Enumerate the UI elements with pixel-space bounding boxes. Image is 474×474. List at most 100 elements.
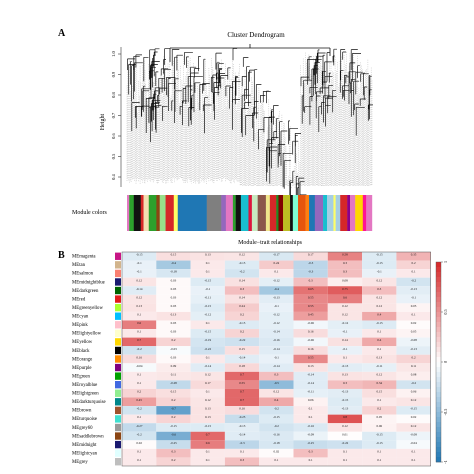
colorbar-tick-label: 0: [443, 361, 448, 363]
heatmap-cell: [122, 371, 157, 381]
heatmap-cell: [122, 311, 157, 321]
heatmap-cell: [224, 423, 260, 432]
heatmap-cell: [396, 397, 431, 407]
heatmap-cell-value: 0.2: [377, 407, 381, 411]
module-label: MEyellow: [72, 340, 93, 345]
heatmap-cell-value: -0.2: [137, 432, 142, 436]
heatmap-cell-value: 0.1: [343, 458, 347, 462]
heatmap-cell-value: 0.1: [274, 458, 278, 462]
module-label: MEred: [72, 297, 86, 302]
heatmap-cell-value: -0.17: [273, 253, 280, 257]
heatmap-cell-value: 0.12: [411, 424, 417, 428]
heatmap-cell-value: 0.2: [412, 355, 416, 359]
heatmap-cell-value: 0.1: [137, 449, 141, 453]
heatmap-cell: [190, 269, 225, 278]
heatmap-cell: [224, 397, 260, 407]
heatmap-cell: [396, 380, 431, 389]
module-label: MEsaddlebrown: [72, 434, 104, 439]
heatmap-cell: [122, 431, 157, 441]
heatmap-cell-value: -0.19: [204, 338, 211, 342]
heatmap-cell-value: 0.55: [308, 304, 314, 308]
heatmap-cell: [190, 311, 225, 321]
colorbar-step: [436, 287, 441, 293]
heatmap-cell-value: -0.22: [342, 441, 349, 445]
heatmap-cell-value: 0.18: [239, 364, 245, 368]
heatmap-cell: [122, 269, 157, 278]
module-swatches: [115, 252, 121, 466]
module-label: MElightcyan: [72, 451, 98, 456]
heatmap-cell-value: 0.7: [240, 372, 244, 376]
heatmap-cell: [224, 252, 260, 261]
heatmap-cell: [122, 423, 157, 432]
heatmap-cell: [293, 440, 328, 449]
module-swatch: [115, 303, 121, 312]
heatmap-cell: [156, 397, 191, 407]
heatmap-cell: [156, 414, 191, 424]
heatmap-cell: [190, 260, 225, 270]
heatmap-cell-value: 0.1: [377, 347, 381, 351]
heatmap-colorbar: 1 0.5 0 -0.5 -1: [435, 261, 448, 464]
heatmap-cell-value: 0.16: [239, 407, 245, 411]
module-color-band: [206, 195, 222, 231]
heatmap-cell-value: 0.1: [412, 270, 416, 274]
module-swatch: [115, 355, 121, 363]
heatmap-cell: [190, 431, 225, 441]
module-color-band: [340, 195, 348, 231]
heatmap-cell: [362, 431, 397, 441]
heatmap-cell-value: -0.2: [274, 407, 279, 411]
heatmap-cell: [224, 260, 260, 270]
heatmap-cell: [293, 346, 328, 355]
heatmap-cell: [224, 406, 260, 415]
panel-b: B Module−trait relationships MEmagentaME…: [58, 240, 448, 467]
heatmap-cell-value: 0.13: [376, 355, 382, 359]
module-swatch: [115, 440, 121, 449]
heatmap-cell: [190, 286, 225, 295]
heatmap-cell-value: -0.14: [136, 287, 143, 291]
module-color-band: [148, 195, 157, 231]
module-label: MEgreenyellow: [72, 306, 103, 311]
heatmap-cell-value: 0.1: [412, 458, 416, 462]
module-swatch: [115, 381, 121, 389]
heatmap-cell: [122, 397, 157, 407]
heatmap-cell: [396, 320, 431, 330]
heatmap-cell-value: 0.1: [137, 458, 141, 462]
module-color-band: [251, 195, 258, 231]
heatmap-cell-value: 0.1: [206, 458, 210, 462]
colorbar-tick-label: -1: [443, 460, 448, 464]
colorbar-step: [436, 277, 441, 283]
heatmap-cell-value: 0.12: [376, 304, 382, 308]
heatmap-cell-value: 0.1: [309, 407, 313, 411]
colorbar-step: [436, 307, 441, 313]
heatmap-cell: [156, 457, 191, 466]
heatmap-cell-value: -0.18: [273, 441, 280, 445]
heatmap-cell: [190, 252, 225, 261]
heatmap-cell-value: -0.15: [204, 424, 211, 428]
y-tick-label: 0.7: [111, 112, 116, 118]
heatmap-cell-value: 0.2: [137, 390, 141, 394]
heatmap-cell-value: 0.03: [171, 321, 177, 325]
colorbar-step: [436, 447, 441, 453]
heatmap-cell: [122, 286, 157, 295]
heatmap-cell-value: 0.2: [171, 458, 175, 462]
heatmap-cell: [327, 423, 363, 432]
heatmap-cell: [122, 303, 157, 312]
heatmap-cell-value: 0.08: [411, 372, 417, 376]
heatmap-cell-value: -0.15: [376, 321, 383, 325]
heatmap-cell-value: -0.6: [171, 432, 176, 436]
heatmap-cell: [156, 448, 191, 458]
heatmap-cell: [293, 363, 328, 372]
heatmap-cell-value: -0.08: [410, 432, 417, 436]
heatmap-cell: [396, 346, 431, 355]
heatmap-cell: [224, 311, 260, 321]
heatmap-cell-value: 0.02: [411, 321, 417, 325]
heatmap-cell: [259, 423, 294, 432]
heatmap-cell: [156, 363, 191, 372]
heatmap-cell: [327, 260, 363, 270]
heatmap-cell-value: 0.1: [377, 330, 381, 334]
heatmap-cell-value: -0.3: [240, 441, 245, 445]
heatmap-cell: [224, 363, 260, 372]
colorbar-step: [436, 322, 441, 328]
heatmap-cell-value: 0.55: [308, 355, 314, 359]
heatmap-cell: [190, 329, 225, 338]
heatmap-cell-value: 0.12: [239, 253, 245, 257]
